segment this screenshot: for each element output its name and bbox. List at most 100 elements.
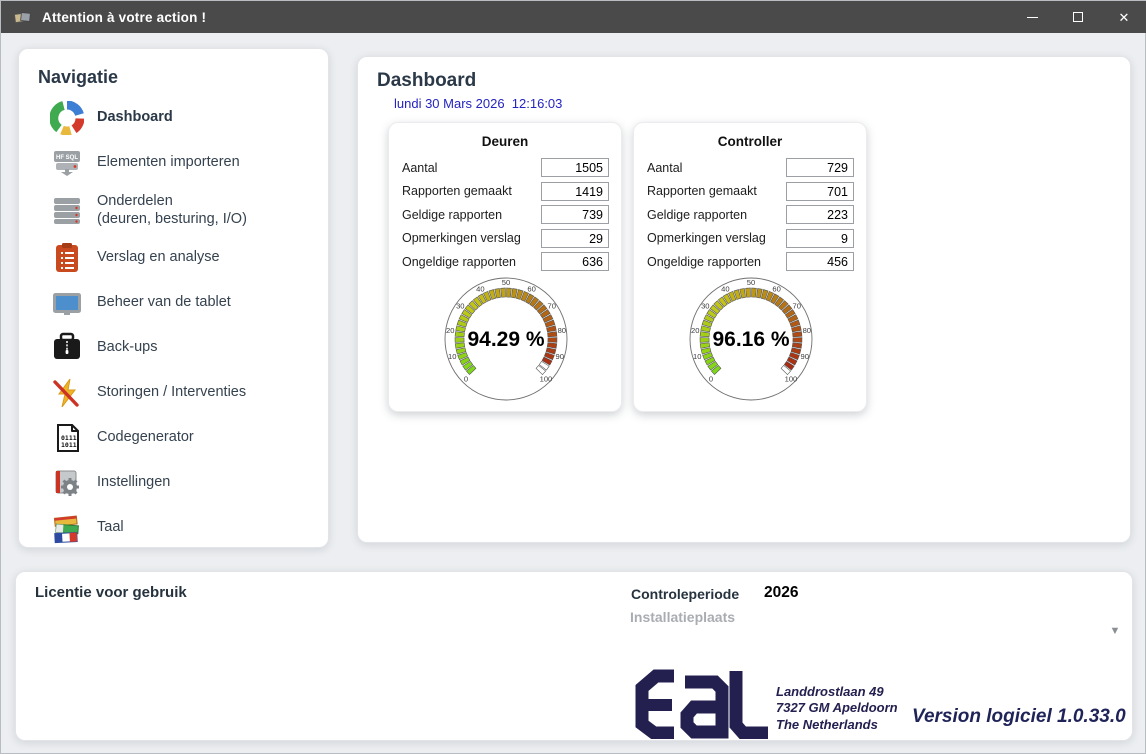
stat-row: Ongeldige rapporten 636 [389,250,621,274]
installation-place-label: Installatieplaats [630,609,736,625]
svg-text:100: 100 [540,375,553,384]
stat-label: Ongeldige rapporten [647,254,761,269]
opmerkingen-verslag-field[interactable]: 9 [786,228,854,248]
svg-text:0: 0 [464,375,468,384]
sidebar-item-elementen-importeren[interactable]: HF SQL Elementen importeren [19,140,328,185]
svg-text:20: 20 [691,326,699,335]
svg-text:90: 90 [556,352,564,361]
page-title: Dashboard [377,70,477,91]
svg-text:HF SQL: HF SQL [56,155,78,161]
sidebar-item-label: Codegenerator [97,429,194,446]
svg-text:70: 70 [792,301,800,310]
sidebar-item-instellingen[interactable]: Instellingen [19,460,328,505]
chevron-down-icon[interactable]: ▼ [1109,625,1121,637]
minimize-button[interactable] [1009,1,1055,33]
sidebar-item-beheer-tablet[interactable]: Beheer van de tablet [19,280,328,325]
sidebar-item-label: Elementen importeren [97,154,240,171]
controller-card: Controller Aantal 729 Rapporten gemaakt … [633,122,867,412]
controller-gauge: 0 10 20 30 40 50 60 70 80 90 100 96.16 % [676,273,826,405]
svg-text:20: 20 [446,326,454,335]
svg-text:60: 60 [527,284,535,293]
navigation-title: Navigatie [38,67,119,87]
svg-text:70: 70 [547,301,555,310]
control-period-label: Controleperiode [631,586,740,602]
svg-text:80: 80 [803,326,811,335]
sidebar-item-verslag-en-analyse[interactable]: Verslag en analyse [19,235,328,280]
sidebar-item-label: Back-ups [97,339,158,356]
stat-row: Opmerkingen verslag 9 [634,227,866,251]
aantal-field[interactable]: 729 [786,158,854,178]
license-panel: Licentie voor gebruik Controleperiode 20… [15,571,1133,741]
eal-logo [630,667,768,740]
stat-label: Opmerkingen verslag [647,231,766,246]
address-block: Landdrostlaan 49 7327 GM Apeldoorn The N… [776,684,898,732]
sidebar-item-onderdelen[interactable]: Onderdelen (deuren, besturing, I/O) [19,185,328,235]
stat-row: Rapporten gemaakt 701 [634,180,866,204]
dashboard-panel: Dashboard lundi 30 Mars 2026 12:16:03 De… [357,56,1131,543]
stat-row: Aantal 1505 [389,156,621,180]
maximize-button[interactable] [1055,1,1101,33]
sidebar-item-label: Instellingen [97,474,171,491]
geldige-rapporten-field[interactable]: 739 [541,205,609,225]
card-title: Deuren [481,134,529,149]
svg-text:40: 40 [476,284,484,293]
svg-text:90: 90 [801,352,809,361]
server-stack-icon [49,192,85,228]
navigation-panel: Navigatie Dashboard [18,48,329,548]
stat-label: Geldige rapporten [402,207,503,222]
deuren-gauge: 0 10 20 30 40 50 60 70 80 90 100 94.29 % [431,273,581,405]
maximize-icon [1073,12,1083,22]
opmerkingen-verslag-field[interactable]: 29 [541,228,609,248]
stat-row: Geldige rapporten 223 [634,203,866,227]
sidebar-item-storingen-interventies[interactable]: Storingen / Interventies [19,370,328,415]
app-icon [14,11,31,23]
svg-text:100: 100 [785,375,798,384]
svg-text:80: 80 [558,326,566,335]
geldige-rapporten-field[interactable]: 223 [786,205,854,225]
stat-label: Aantal [647,160,683,175]
svg-text:60: 60 [772,284,780,293]
control-period-value: 2026 [764,584,799,601]
stat-label: Ongeldige rapporten [402,254,516,269]
stat-label: Rapporten gemaakt [402,184,512,199]
stat-label: Geldige rapporten [647,207,748,222]
lightning-slash-icon [49,375,85,411]
ongeldige-rapporten-field[interactable]: 456 [786,252,854,272]
sidebar-item-taal[interactable]: Taal [19,505,328,550]
svg-text:30: 30 [701,301,709,310]
sidebar-item-label: Beheer van de tablet [97,294,231,311]
hfsql-database-icon: HF SQL [49,145,85,181]
stat-row: Rapporten gemaakt 1419 [389,180,621,204]
minimize-icon [1026,16,1038,18]
svg-text:0: 0 [709,375,713,384]
svg-text:96.16 %: 96.16 % [712,328,789,351]
briefcase-zip-icon [49,330,85,366]
sidebar-item-label: Onderdelen (deuren, besturing, I/O) [97,192,247,227]
stat-label: Rapporten gemaakt [647,184,757,199]
svg-text:10: 10 [448,352,456,361]
svg-text:0111: 0111 [61,434,77,442]
svg-text:10: 10 [693,352,701,361]
card-title: Controller [717,134,783,149]
svg-text:30: 30 [456,301,464,310]
stat-row: Ongeldige rapporten 456 [634,250,866,274]
ongeldige-rapporten-field[interactable]: 636 [541,252,609,272]
rapporten-gemaakt-field[interactable]: 701 [786,181,854,201]
sidebar-item-backups[interactable]: Back-ups [19,325,328,370]
sidebar-item-label: Dashboard [97,109,173,126]
rapporten-gemaakt-field[interactable]: 1419 [541,181,609,201]
svg-text:1011: 1011 [61,441,77,449]
aantal-field[interactable]: 1505 [541,158,609,178]
license-title: Licentie voor gebruik [35,584,187,601]
title-bar: Attention à votre action ! ✕ [1,1,1146,33]
clipboard-icon [49,240,85,276]
sidebar-item-codegenerator[interactable]: 0111 1011 Codegenerator [19,415,328,460]
close-button[interactable]: ✕ [1101,1,1146,33]
navigation-list: Dashboard HF SQL Elementen importeren [19,95,328,550]
sidebar-item-label: Verslag en analyse [97,249,220,266]
sidebar-item-dashboard[interactable]: Dashboard [19,95,328,140]
software-version: Version logiciel 1.0.33.0 [912,706,1126,727]
svg-text:50: 50 [502,278,510,287]
donut-chart-icon [49,100,85,136]
stat-row: Opmerkingen verslag 29 [389,227,621,251]
